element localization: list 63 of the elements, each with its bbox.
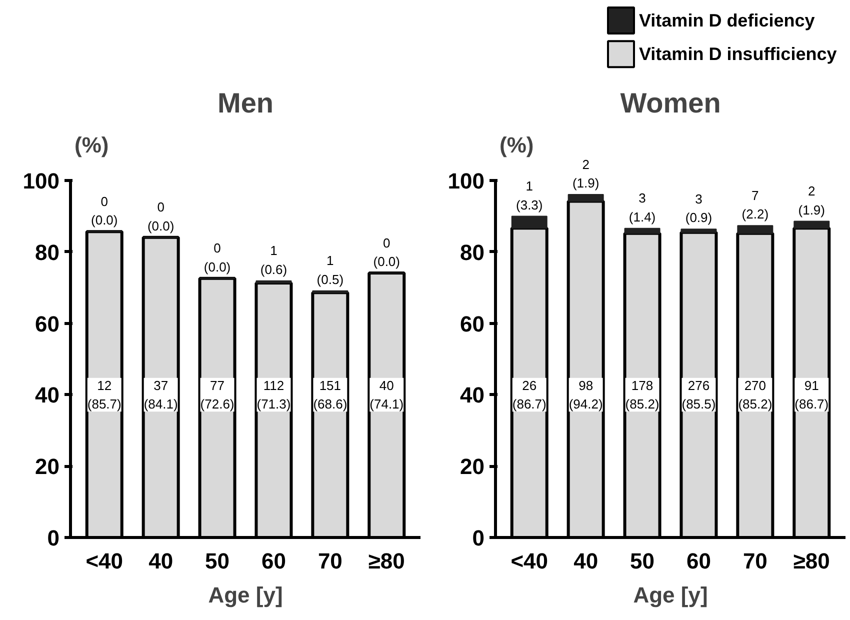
data-label: 1 (0.6) <box>260 243 288 277</box>
data-label: 91 (86.7) <box>794 378 829 412</box>
x-tick-label: 70 <box>318 548 342 574</box>
y-tick-label: 20 <box>460 454 485 480</box>
y-tick-label: 0 <box>47 526 60 550</box>
data-label: 276 (85.5) <box>682 378 716 412</box>
data-label: 26 (86.7) <box>512 378 546 412</box>
data-label: 37 (84.1) <box>144 378 178 412</box>
y-tick-label: 0 <box>472 526 485 550</box>
y-tick-label: 100 <box>22 168 60 194</box>
x-tick-label: ≥80 <box>368 548 405 574</box>
y-tick-label: 80 <box>460 240 485 265</box>
legend-label: Vitamin D insufficiency <box>639 44 837 64</box>
data-label: 98 (94.2) <box>568 378 603 412</box>
x-tick-label: <40 <box>86 548 124 574</box>
data-label: 2 (1.9) <box>572 156 600 191</box>
x-tick-label: ≥80 <box>793 548 830 574</box>
data-label: 0 (0.0) <box>91 194 118 228</box>
data-label: 3 (1.4) <box>628 190 656 224</box>
y-tick-label: 100 <box>448 168 485 194</box>
chart-title: Women <box>620 88 721 118</box>
bar <box>737 225 774 234</box>
data-label: 178 (85.2) <box>625 378 660 412</box>
x-tick-label: 40 <box>574 548 598 574</box>
x-tick-label: 50 <box>630 548 655 574</box>
bar <box>680 228 717 233</box>
y-tick-label: 20 <box>35 454 60 480</box>
y-tick-label: 60 <box>35 311 60 336</box>
data-label: 0 (0.0) <box>147 200 174 234</box>
x-tick-label: 70 <box>742 548 768 574</box>
y-axis-title: (%) <box>74 132 109 158</box>
x-tick-label: 40 <box>148 548 174 574</box>
data-label: 112 (71.3) <box>256 378 291 412</box>
x-axis-title: Age [y] <box>208 582 283 608</box>
bar <box>568 194 604 202</box>
x-tick-label: 50 <box>205 548 230 574</box>
data-label: 0 (0.0) <box>373 235 400 270</box>
y-tick-label: 80 <box>35 240 60 265</box>
data-label: 7 (2.2) <box>742 188 769 222</box>
data-label: 77 (72.6) <box>200 378 234 412</box>
y-axis-title: (%) <box>500 132 534 158</box>
chart-title: Men <box>218 88 274 118</box>
data-label: 12 (85.7) <box>87 378 122 412</box>
data-label: 2 (1.9) <box>798 184 825 218</box>
data-label: 0 (0.0) <box>204 240 231 274</box>
bar <box>511 216 548 229</box>
data-label: 1 (3.3) <box>516 178 543 212</box>
bar <box>794 220 830 229</box>
y-tick-label: 40 <box>35 382 60 408</box>
data-label: 3 (0.9) <box>685 191 712 226</box>
x-axis-title: Age [y] <box>633 582 708 608</box>
x-tick-label: <40 <box>510 548 548 574</box>
data-label: 270 (85.2) <box>738 378 772 412</box>
legend-label: Vitamin D deficiency <box>639 10 815 30</box>
x-tick-label: 60 <box>686 548 711 574</box>
bar <box>256 280 292 284</box>
data-label: 40 (74.1) <box>370 378 404 412</box>
x-tick-label: 60 <box>261 548 286 574</box>
data-label: 151 (68.6) <box>313 378 348 412</box>
y-tick-label: 40 <box>460 382 485 408</box>
data-label: 1 (0.5) <box>316 253 344 287</box>
y-tick-label: 60 <box>460 311 485 336</box>
bar <box>624 228 660 234</box>
